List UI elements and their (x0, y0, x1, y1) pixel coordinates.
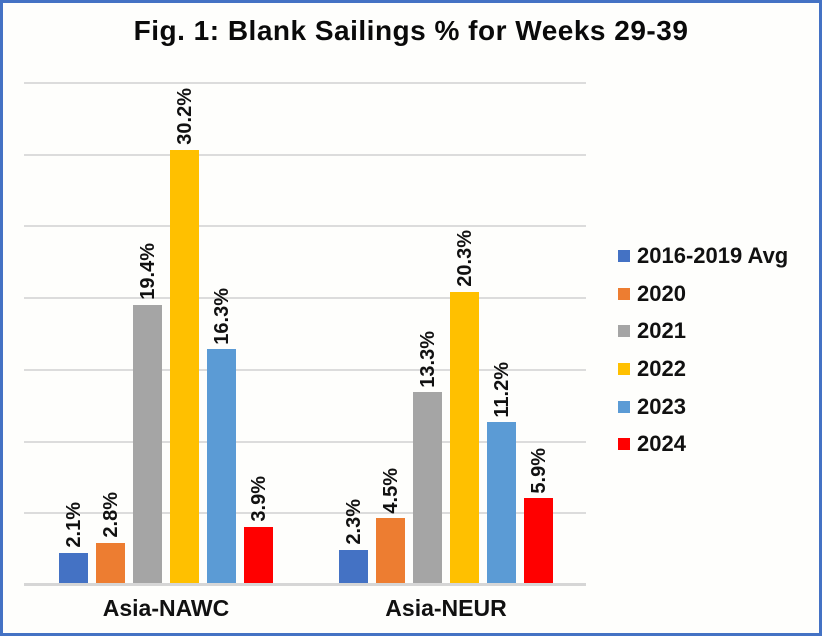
gridline (24, 82, 586, 84)
legend-swatch-icon (618, 325, 630, 338)
bar-2022-asia-nawc (170, 149, 199, 583)
plot-area: 2.1% 2.8% 19.4% 30.2% 16.3% 3.9% 2.3% 4.5% 13.3%… (24, 82, 586, 586)
gridline (24, 512, 586, 515)
gridline (24, 440, 586, 443)
legend-item-2021: 2021 (618, 312, 818, 350)
bar-2021-asia-nawc (133, 304, 162, 583)
category-label-asia-nawc: Asia-NAWC (102, 595, 230, 621)
legend: 2016-2019 Avg 2020 2021 2022 2023 2024 (618, 237, 818, 463)
legend-swatch-icon (618, 400, 630, 413)
legend-label: 2024 (637, 431, 686, 457)
legend-label: 2023 (637, 393, 686, 419)
legend-item-2022: 2022 (618, 350, 818, 388)
gridline (24, 368, 586, 371)
bar-2021-asia-neur (413, 392, 442, 583)
bar-value-label: 2.8% (99, 492, 122, 538)
gridline (24, 225, 586, 228)
legend-swatch-icon (618, 287, 630, 300)
bar-2020-asia-neur (376, 518, 405, 583)
bar-value-label: 11.2% (490, 361, 513, 418)
legend-swatch-icon (618, 362, 630, 375)
bar-2024-asia-nawc (244, 527, 273, 583)
category-label-asia-neur: Asia-NEUR (385, 595, 507, 621)
legend-item-2020: 2020 (618, 275, 818, 313)
bar-value-label: 13.3% (416, 330, 439, 388)
x-axis-line (24, 583, 586, 586)
bar-2023-asia-nawc (207, 349, 236, 583)
gridline (24, 153, 586, 156)
bar-value-label: 20.3% (453, 230, 476, 287)
bar-value-label: 30.2% (173, 88, 196, 145)
bar-value-label: 19.4% (136, 243, 159, 300)
bar-2023-asia-neur (487, 422, 516, 583)
legend-item-2016-2019-avg: 2016-2019 Avg (618, 237, 818, 275)
chart-title: Fig. 1: Blank Sailings % for Weeks 29-39 (133, 15, 689, 46)
bar-value-label: 5.9% (527, 447, 550, 494)
bar-2024-asia-neur (524, 498, 553, 583)
legend-swatch-icon (618, 249, 630, 262)
bar-2016-2019-avg-asia-neur (339, 550, 368, 583)
legend-label: 2021 (637, 318, 686, 344)
legend-swatch-icon (618, 438, 630, 451)
legend-label: 2016-2019 Avg (637, 242, 789, 268)
bar-value-label: 2.3% (342, 499, 365, 546)
bar-value-label: 16.3% (210, 287, 233, 345)
legend-item-2024: 2024 (618, 425, 818, 463)
legend-item-2023: 2023 (618, 388, 818, 426)
gridline (24, 297, 586, 300)
legend-label: 2020 (637, 280, 686, 306)
legend-label: 2022 (637, 355, 686, 381)
bar-value-label: 3.9% (247, 476, 270, 523)
bar-value-label: 2.1% (62, 502, 85, 548)
bar-2022-asia-neur (450, 291, 479, 583)
bar-2020-asia-nawc (96, 542, 125, 583)
bar-2016-2019-avg-asia-nawc (59, 552, 88, 583)
bar-value-label: 4.5% (379, 467, 402, 514)
